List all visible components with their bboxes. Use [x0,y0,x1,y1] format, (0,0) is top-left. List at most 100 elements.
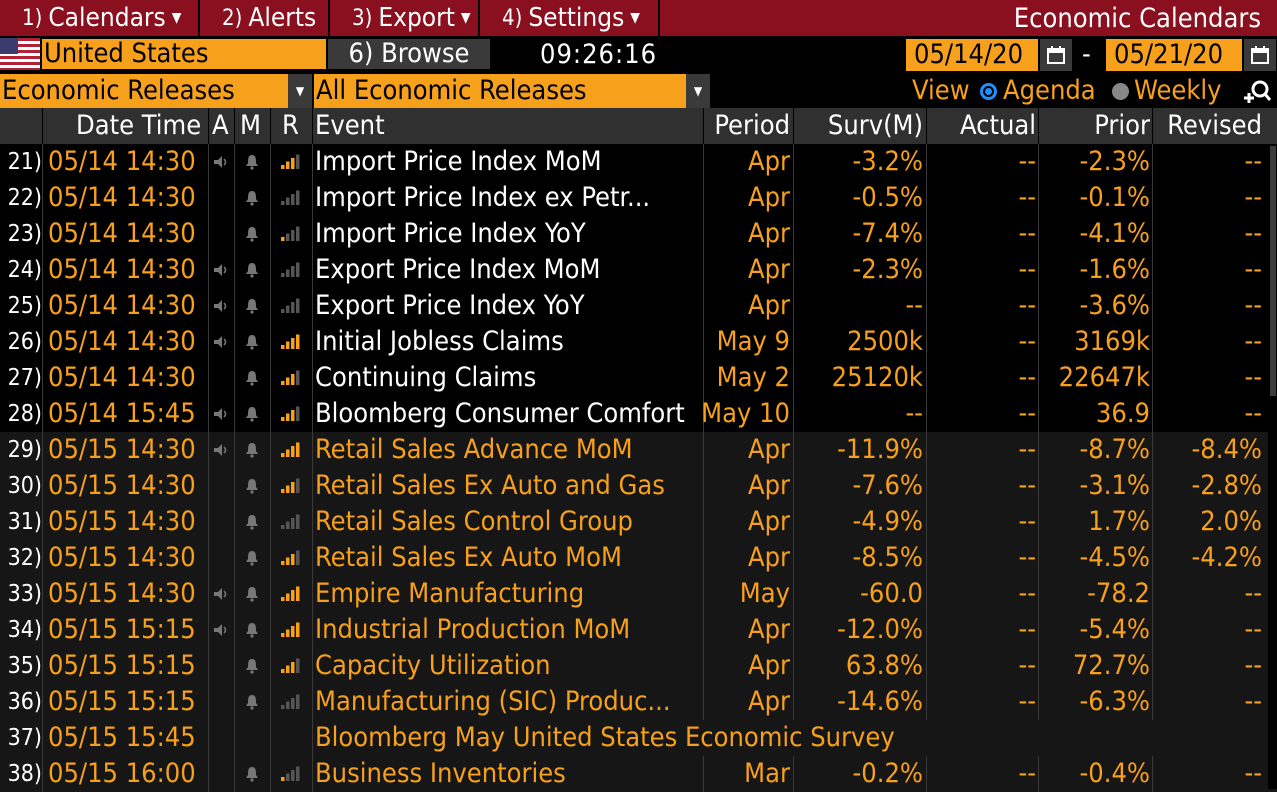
search-icon[interactable] [1242,78,1272,106]
bell-icon[interactable] [234,324,270,360]
bell-icon[interactable] [234,144,270,180]
row-number[interactable]: 31) [7,509,42,535]
table-row[interactable]: 29) 05/15 14:30 Retail Sales Advance MoM Ap… [0,432,1277,468]
scrollbar-thumb[interactable] [1270,146,1276,396]
menu-calendars[interactable]: 1) Calendars ▼ [0,0,200,36]
event-name[interactable]: Continuing Claims [315,362,537,393]
table-row[interactable]: 28) 05/14 15:45 Bloomberg Consumer Comfort… [0,396,1277,432]
header-r[interactable]: R [282,110,299,141]
bell-icon[interactable] [234,288,270,324]
row-number[interactable]: 21) [7,149,42,175]
event-name[interactable]: Business Inventories [315,758,566,789]
table-row[interactable]: 24) 05/14 14:30 Export Price Index MoM Apr -… [0,252,1277,288]
header-a[interactable]: A [212,110,229,141]
row-number[interactable]: 34) [7,617,42,643]
alert-empty[interactable] [208,756,234,792]
speaker-icon[interactable] [208,144,234,180]
table-row[interactable]: 26) 05/14 14:30 Initial Jobless Claims May … [0,324,1277,360]
event-name[interactable]: Export Price Index YoY [315,290,585,321]
alert-empty[interactable] [208,540,234,576]
speaker-icon[interactable] [208,252,234,288]
table-row[interactable]: 31) 05/15 14:30 Retail Sales Control Group… [0,504,1277,540]
scrollbar[interactable] [1268,144,1277,789]
event-name[interactable]: Import Price Index ex Petr... [315,182,651,213]
bell-icon[interactable] [234,360,270,396]
header-event[interactable]: Event [315,110,385,141]
alert-empty[interactable] [208,720,234,756]
row-number[interactable]: 26) [7,329,42,355]
bell-icon[interactable] [234,612,270,648]
event-name[interactable]: Retail Sales Ex Auto and Gas [315,470,665,501]
header-m[interactable]: M [240,110,261,141]
header-period[interactable]: Period [714,110,790,141]
bell-icon[interactable] [234,216,270,252]
bell-icon[interactable] [234,756,270,792]
agenda-label[interactable]: Agenda [1003,75,1096,106]
event-name[interactable]: Industrial Production MoM [315,614,631,645]
bell-icon[interactable] [234,540,270,576]
speaker-icon[interactable] [208,432,234,468]
row-number[interactable]: 29) [7,437,42,463]
header-revised[interactable]: Revised [1167,110,1262,141]
chevron-down-icon[interactable]: ▼ [686,74,710,108]
table-row[interactable]: 22) 05/14 14:30 Import Price Index ex Petr… [0,180,1277,216]
event-name[interactable]: Capacity Utilization [315,650,551,681]
bell-icon[interactable] [234,252,270,288]
row-number[interactable]: 37) [7,725,42,751]
row-number[interactable]: 28) [7,401,42,427]
bell-icon[interactable] [234,396,270,432]
bell-icon[interactable] [234,648,270,684]
row-number[interactable]: 36) [7,689,42,715]
event-name[interactable]: Import Price Index YoY [315,218,586,249]
table-row[interactable]: 21) 05/14 14:30 Import Price Index MoM Apr -… [0,144,1277,180]
row-number[interactable]: 22) [7,185,42,211]
event-name[interactable]: Bloomberg May United States Economic Sur… [315,722,895,753]
alert-empty[interactable] [208,216,234,252]
row-number[interactable]: 23) [7,221,42,247]
event-name[interactable]: Retail Sales Advance MoM [315,434,633,465]
speaker-icon[interactable] [208,324,234,360]
weekly-label[interactable]: Weekly [1134,75,1222,106]
speaker-icon[interactable] [208,288,234,324]
table-row[interactable]: 23) 05/14 14:30 Import Price Index YoY Apr -… [0,216,1277,252]
alert-empty[interactable] [208,360,234,396]
row-number[interactable]: 24) [7,257,42,283]
country-selector[interactable]: United States [42,39,326,69]
header-datetime[interactable]: Date Time [76,110,202,141]
menu-export[interactable]: 3) Export ▼ [330,0,480,36]
menu-alerts[interactable]: 2) Alerts [200,0,330,36]
bell-icon[interactable] [234,180,270,216]
category-dropdown[interactable]: Economic Releases [0,74,288,108]
event-name[interactable]: Initial Jobless Claims [315,326,564,357]
bell-icon[interactable] [234,684,270,720]
table-row[interactable]: 37) 05/15 15:45 Bloomberg May United State… [0,720,1277,756]
bell-icon[interactable] [234,576,270,612]
speaker-icon[interactable] [208,612,234,648]
header-actual[interactable]: Actual [959,110,1036,141]
table-row[interactable]: 30) 05/15 14:30 Retail Sales Ex Auto and G… [0,468,1277,504]
table-row[interactable]: 35) 05/15 15:15 Capacity Utilization Apr 63.… [0,648,1277,684]
bell-icon[interactable] [234,432,270,468]
event-name[interactable]: Manufacturing (SIC) Produc... [315,686,671,717]
row-number[interactable]: 38) [7,761,42,787]
header-prior[interactable]: Prior [1094,110,1150,141]
header-surv[interactable]: Surv(M) [827,110,923,141]
menu-settings[interactable]: 4) Settings ▼ [480,0,660,36]
speaker-icon[interactable] [208,576,234,612]
row-number[interactable]: 25) [7,293,42,319]
alert-empty[interactable] [208,468,234,504]
event-name[interactable]: Export Price Index MoM [315,254,601,285]
row-number[interactable]: 30) [7,473,42,499]
bell-empty[interactable] [234,720,270,756]
row-number[interactable]: 27) [7,365,42,391]
event-name[interactable]: Empire Manufacturing [315,578,585,609]
row-number[interactable]: 33) [7,581,42,607]
calendar-icon[interactable] [1244,39,1276,71]
event-name[interactable]: Bloomberg Consumer Comfort [315,398,685,429]
table-row[interactable]: 25) 05/14 14:30 Export Price Index YoY Apr -… [0,288,1277,324]
chevron-down-icon[interactable]: ▼ [288,74,312,108]
row-number[interactable]: 35) [7,653,42,679]
browse-button[interactable]: 6) Browse [328,39,490,69]
event-name[interactable]: Import Price Index MoM [315,146,602,177]
start-date-field[interactable]: 05/14/20 [906,39,1038,71]
